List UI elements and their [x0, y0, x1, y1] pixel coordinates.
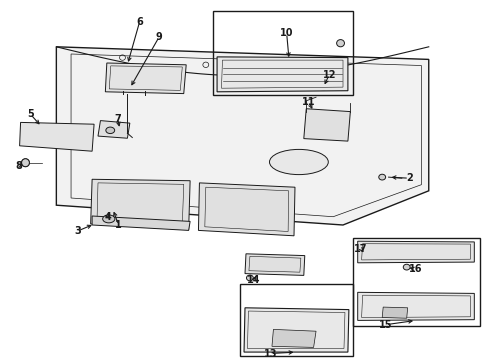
Text: 7: 7 — [114, 114, 121, 124]
Polygon shape — [98, 121, 130, 138]
Polygon shape — [56, 47, 429, 225]
Text: 17: 17 — [354, 244, 368, 254]
Polygon shape — [245, 254, 305, 275]
Ellipse shape — [22, 159, 29, 167]
Polygon shape — [304, 109, 350, 141]
Bar — [353, 238, 480, 326]
Text: 1: 1 — [115, 220, 122, 230]
Polygon shape — [244, 308, 349, 352]
Ellipse shape — [379, 174, 386, 180]
Text: 2: 2 — [406, 173, 413, 183]
Polygon shape — [105, 63, 186, 94]
Ellipse shape — [319, 84, 327, 90]
Text: 12: 12 — [322, 69, 336, 80]
Polygon shape — [20, 122, 94, 151]
Polygon shape — [272, 329, 316, 347]
Polygon shape — [92, 216, 190, 230]
Text: 3: 3 — [74, 226, 81, 236]
Polygon shape — [217, 57, 348, 92]
Polygon shape — [358, 241, 474, 263]
Ellipse shape — [22, 159, 29, 167]
Text: 9: 9 — [156, 32, 163, 42]
Text: 13: 13 — [264, 348, 277, 359]
Text: 11: 11 — [302, 96, 316, 107]
Polygon shape — [198, 183, 295, 236]
Text: 14: 14 — [247, 275, 261, 285]
Text: 15: 15 — [379, 320, 392, 330]
Ellipse shape — [270, 149, 328, 175]
Ellipse shape — [337, 40, 344, 47]
Text: 5: 5 — [27, 109, 34, 119]
Polygon shape — [358, 292, 474, 320]
Text: 10: 10 — [280, 28, 294, 38]
Text: 4: 4 — [104, 212, 111, 222]
Ellipse shape — [403, 264, 410, 270]
Polygon shape — [382, 307, 408, 318]
Ellipse shape — [246, 275, 253, 281]
Polygon shape — [91, 179, 190, 230]
Ellipse shape — [106, 127, 115, 134]
Text: 6: 6 — [136, 17, 143, 27]
Bar — [213, 11, 353, 95]
Text: 16: 16 — [409, 264, 422, 274]
Text: 8: 8 — [15, 161, 22, 171]
Ellipse shape — [103, 215, 115, 223]
Bar — [240, 284, 353, 356]
